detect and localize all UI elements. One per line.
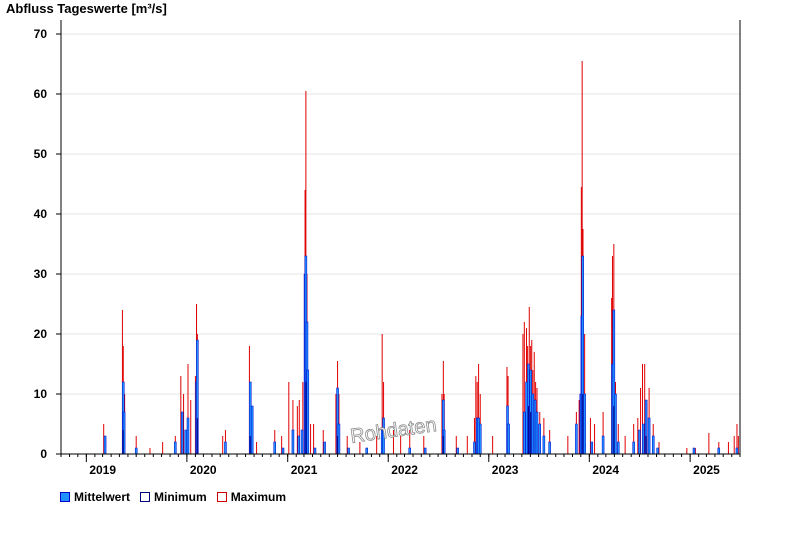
mittelwert-bar bbox=[531, 393, 535, 455]
grid-lines bbox=[61, 33, 740, 395]
mittelwert-bar bbox=[365, 447, 369, 455]
axes bbox=[56, 20, 741, 462]
mittelwert-bar bbox=[632, 441, 635, 455]
mittelwert-bar bbox=[642, 423, 645, 455]
legend-swatch-mittelwert bbox=[60, 492, 70, 502]
legend-item-mittelwert: Mittelwert bbox=[60, 490, 130, 504]
mittelwert-bar bbox=[717, 447, 721, 455]
legend-label-minimum: Minimum bbox=[154, 490, 207, 504]
mittelwert-bar bbox=[473, 441, 476, 455]
mittelwert-bar bbox=[313, 447, 317, 455]
mittelwert-bar bbox=[507, 423, 510, 455]
y-tick-label: 70 bbox=[34, 27, 48, 41]
mittelwert-bar bbox=[281, 447, 285, 455]
mittelwert-bar bbox=[548, 441, 551, 455]
x-tick-label: 2021 bbox=[291, 463, 318, 477]
y-tick-label: 10 bbox=[34, 387, 48, 401]
mittelwert-bar bbox=[590, 441, 594, 455]
mittelwert-bar bbox=[224, 441, 227, 455]
mittelwert-bar bbox=[347, 447, 350, 455]
mittelwert-bar bbox=[535, 411, 539, 455]
mittelwert-bar bbox=[250, 405, 254, 455]
legend: Mittelwert Minimum Maximum bbox=[60, 490, 286, 504]
mittelwert-bar bbox=[651, 435, 655, 455]
mittelwert-bar bbox=[647, 417, 651, 455]
mittelwert-bar bbox=[583, 393, 586, 455]
y-tick-label: 50 bbox=[34, 147, 48, 161]
mittelwert-bar bbox=[134, 447, 138, 455]
legend-item-minimum: Minimum bbox=[140, 490, 207, 504]
mittelwert-bar bbox=[478, 423, 482, 455]
y-tick-label: 60 bbox=[34, 87, 48, 101]
legend-swatch-minimum bbox=[140, 492, 151, 502]
x-tick-label: 2025 bbox=[693, 463, 720, 477]
mittelwert-bar bbox=[616, 441, 620, 455]
y-tick-label: 0 bbox=[40, 447, 47, 461]
x-tick-label: 2022 bbox=[391, 463, 418, 477]
mittelwert-bar bbox=[180, 411, 184, 455]
mittelwert-bar bbox=[323, 441, 326, 455]
mittelwert-bar bbox=[456, 447, 459, 455]
mittelwert-bar bbox=[337, 423, 341, 455]
legend-label-mittelwert: Mittelwert bbox=[74, 490, 131, 504]
mittelwert-bar bbox=[692, 447, 696, 455]
chart-title: Abfluss Tageswerte [m³/s] bbox=[6, 1, 167, 16]
mittelwert-bar bbox=[291, 429, 295, 455]
mittelwert-bar bbox=[297, 435, 300, 455]
y-tick-label: 40 bbox=[34, 207, 48, 221]
mittelwert-bar bbox=[273, 441, 277, 455]
y-tick-label: 20 bbox=[34, 327, 48, 341]
mittelwert-series bbox=[103, 255, 739, 455]
x-tick-label: 2019 bbox=[89, 463, 116, 477]
mittelwert-bar bbox=[423, 447, 427, 455]
mittelwert-bar bbox=[300, 429, 304, 455]
mittelwert-bar bbox=[103, 435, 107, 455]
mittelwert-bar bbox=[542, 435, 546, 455]
mittelwert-bar bbox=[184, 429, 188, 455]
mittelwert-bar bbox=[174, 441, 177, 455]
x-tick-label: 2023 bbox=[492, 463, 519, 477]
x-tick-label: 2020 bbox=[190, 463, 217, 477]
mittelwert-bar bbox=[538, 423, 541, 455]
minimum-series bbox=[122, 382, 647, 454]
maximum-series bbox=[103, 61, 739, 454]
mittelwert-bar bbox=[735, 447, 739, 455]
x-tick-label: 2024 bbox=[592, 463, 619, 477]
mittelwert-bar bbox=[306, 369, 310, 455]
mittelwert-bar bbox=[601, 435, 605, 455]
legend-label-maximum: Maximum bbox=[230, 490, 287, 504]
mittelwert-bar bbox=[408, 447, 411, 455]
legend-swatch-maximum bbox=[216, 492, 227, 502]
mittelwert-bar bbox=[186, 417, 190, 455]
legend-item-maximum: Maximum bbox=[216, 490, 287, 504]
mittelwert-bar bbox=[614, 393, 617, 455]
mittelwert-bar bbox=[575, 423, 578, 455]
mittelwert-bar bbox=[656, 447, 659, 455]
tick-labels: 0 10 20 30 40 50 60 70 2019 2020 2021 2022 2023 2024 2… bbox=[34, 27, 721, 477]
mittelwert-bar bbox=[638, 429, 641, 455]
mittelwert-bar bbox=[523, 411, 526, 455]
y-tick-label: 30 bbox=[34, 267, 48, 281]
